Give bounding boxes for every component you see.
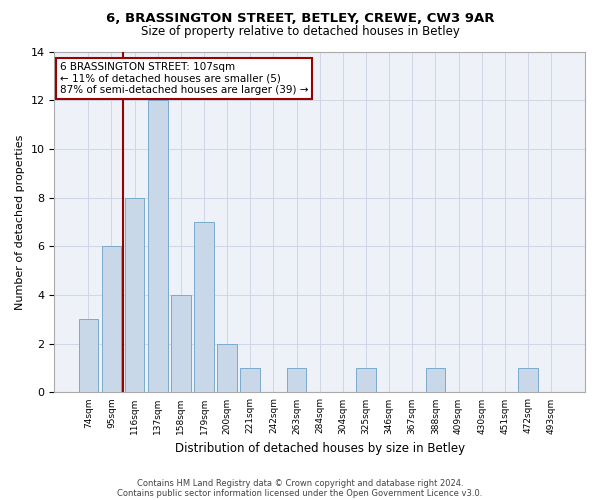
- Bar: [518, 368, 538, 392]
- Bar: [79, 320, 98, 392]
- Bar: [101, 246, 121, 392]
- Bar: [241, 368, 260, 392]
- Text: 6 BRASSINGTON STREET: 107sqm
← 11% of detached houses are smaller (5)
87% of sem: 6 BRASSINGTON STREET: 107sqm ← 11% of de…: [60, 62, 308, 95]
- Bar: [425, 368, 445, 392]
- Text: Contains HM Land Registry data © Crown copyright and database right 2024.: Contains HM Land Registry data © Crown c…: [137, 478, 463, 488]
- Bar: [171, 295, 191, 392]
- Text: Contains public sector information licensed under the Open Government Licence v3: Contains public sector information licen…: [118, 488, 482, 498]
- Bar: [125, 198, 145, 392]
- Bar: [356, 368, 376, 392]
- Bar: [148, 100, 167, 392]
- Bar: [217, 344, 237, 392]
- Text: Size of property relative to detached houses in Betley: Size of property relative to detached ho…: [140, 25, 460, 38]
- Y-axis label: Number of detached properties: Number of detached properties: [15, 134, 25, 310]
- Text: 6, BRASSINGTON STREET, BETLEY, CREWE, CW3 9AR: 6, BRASSINGTON STREET, BETLEY, CREWE, CW…: [106, 12, 494, 26]
- Bar: [194, 222, 214, 392]
- X-axis label: Distribution of detached houses by size in Betley: Distribution of detached houses by size …: [175, 442, 465, 455]
- Bar: [287, 368, 307, 392]
